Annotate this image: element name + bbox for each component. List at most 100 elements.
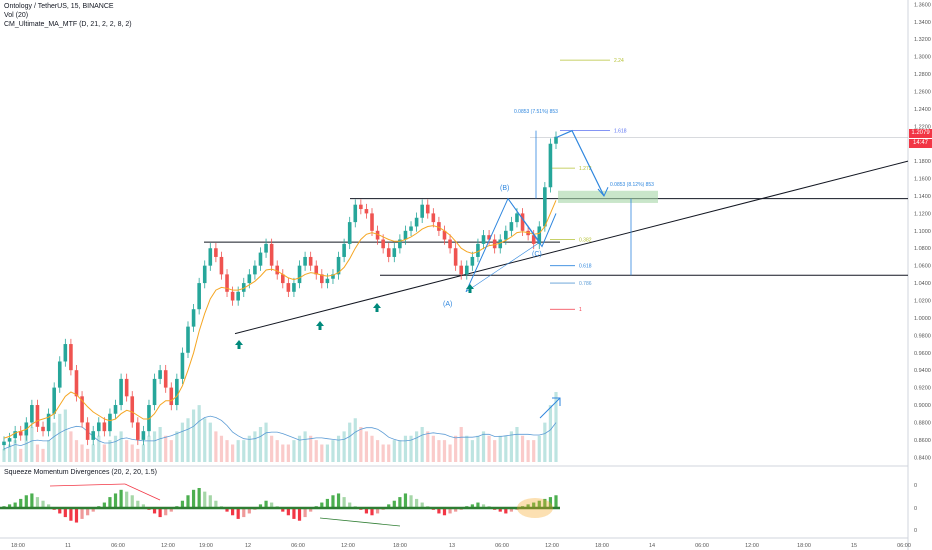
candle-body <box>13 431 17 439</box>
volume-bar <box>426 431 430 462</box>
volume-bar <box>353 418 357 462</box>
support-up-arrow <box>373 303 381 312</box>
volume-bar <box>203 418 207 462</box>
volume-bar <box>548 405 553 462</box>
momentum-bar <box>7 504 12 508</box>
volume-bar <box>7 444 12 462</box>
momentum-bar <box>509 508 513 512</box>
volume-bar <box>448 444 452 462</box>
wave-c-label: (C) <box>532 251 542 258</box>
candle-body <box>364 209 369 214</box>
volume-bar <box>125 440 129 462</box>
momentum-bar <box>398 497 402 508</box>
candle-body <box>336 256 341 275</box>
volume-up-arrowhead <box>552 397 561 406</box>
momentum-bar <box>74 508 79 523</box>
volume-bar <box>236 440 240 462</box>
momentum-bar <box>214 500 218 508</box>
candle-body <box>492 239 497 249</box>
volume-bar <box>13 440 17 462</box>
candle-body <box>381 239 385 249</box>
candle-body <box>459 265 464 275</box>
volume-bar <box>375 440 380 462</box>
candle-body <box>331 274 335 279</box>
candle-body <box>258 252 263 266</box>
candle-body <box>158 370 162 379</box>
candle-body <box>437 222 441 231</box>
last-price-badge: 1.2079 <box>909 129 932 138</box>
candle-body <box>498 239 503 249</box>
momentum-bar <box>342 497 346 508</box>
time-tick-label: 06:00 <box>291 543 305 549</box>
volume-bar <box>292 440 296 462</box>
volume-bar <box>387 444 391 462</box>
price-tick-label: 1.3400 <box>914 20 931 26</box>
momentum-bar <box>320 502 324 508</box>
volume-bar <box>180 422 185 462</box>
momentum-bar <box>470 504 474 508</box>
candle-body <box>280 274 285 284</box>
candle-body <box>476 243 480 257</box>
momentum-bar <box>442 508 447 516</box>
candle-body <box>487 235 491 240</box>
momentum-bar <box>141 504 145 508</box>
volume-bar <box>19 448 23 462</box>
volume-bar <box>264 422 268 462</box>
volume-bar <box>253 431 257 462</box>
momentum-bar <box>13 502 17 508</box>
candle-body <box>141 431 146 440</box>
price-tick-label: 0.9600 <box>914 351 931 357</box>
price-tick-label: 1.2400 <box>914 107 931 113</box>
volume-bar <box>520 435 525 462</box>
time-tick-label: 18:00 <box>11 543 25 549</box>
osc-tick-label: 0 <box>914 506 917 512</box>
momentum-bar <box>297 508 302 521</box>
candle-body <box>292 283 296 292</box>
volume-bar <box>169 440 173 462</box>
momentum-bar <box>125 491 129 508</box>
price-tick-label: 1.2600 <box>914 89 931 95</box>
price-tick-label: 0.9200 <box>914 386 931 392</box>
candle-body <box>113 405 118 414</box>
volume-bar <box>102 444 106 462</box>
candle-body <box>208 248 213 266</box>
momentum-bar <box>231 508 235 516</box>
candle-body <box>520 213 525 231</box>
candle-body <box>69 344 73 371</box>
candle-body <box>504 230 508 240</box>
volume-bar <box>275 440 279 462</box>
time-tick-label: 06:00 <box>695 543 709 549</box>
bearish-divergence-line <box>49 483 126 487</box>
osc-tick-label: 0 <box>914 483 917 489</box>
momentum-bar <box>331 495 335 508</box>
volume-bar <box>197 405 201 462</box>
candle-body <box>325 278 330 284</box>
momentum-bar <box>86 508 90 516</box>
volume-bar <box>320 444 324 462</box>
candle-body <box>63 344 68 362</box>
time-tick-label: 18:00 <box>595 543 609 549</box>
candle-body <box>91 431 96 440</box>
price-tick-label: 1.2800 <box>914 72 931 78</box>
momentum-bar <box>281 508 285 512</box>
momentum-bar <box>292 508 296 519</box>
momentum-bar <box>448 508 452 514</box>
fib-level-label: 1.618 <box>614 129 627 135</box>
momentum-bar <box>554 495 558 508</box>
momentum-bar <box>258 504 263 508</box>
momentum-bar <box>47 504 51 508</box>
price-tick-label: 0.9000 <box>914 403 931 409</box>
momentum-bar <box>548 497 553 508</box>
volume-bar <box>91 444 95 462</box>
volume-bar <box>342 431 346 462</box>
momentum-bar <box>543 498 547 508</box>
candle-body <box>359 204 363 210</box>
momentum-bar <box>164 508 168 516</box>
candle-body <box>108 413 112 432</box>
candle-body <box>308 256 313 266</box>
time-tick-label: 11 <box>65 543 71 549</box>
momentum-bar <box>498 508 502 512</box>
candle-body <box>247 274 252 284</box>
candle-body <box>464 265 469 275</box>
